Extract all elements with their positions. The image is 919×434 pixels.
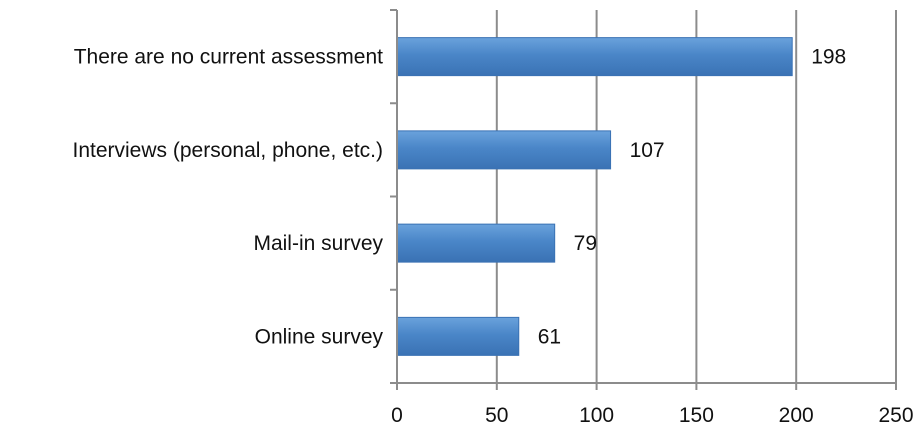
bar-1 [396,130,612,170]
x-tick-label-100: 100 [579,404,614,427]
bar-3 [396,316,520,356]
x-tick-label-50: 50 [485,404,508,427]
x-tick-label-200: 200 [779,404,814,427]
x-tick-label-150: 150 [679,404,714,427]
bar-2 [396,223,556,263]
axes [390,9,897,390]
bars [396,37,793,356]
category-label-0: There are no current assessment [74,46,383,69]
category-label-3: Online survey [255,325,384,348]
data-label-3: 61 [538,325,561,348]
category-label-2: Mail-in survey [253,232,383,255]
data-label-0: 198 [811,46,846,69]
x-tick-label-0: 0 [391,404,403,427]
data-label-1: 107 [630,139,665,162]
labels: 198 There are no current assessment 107 Int… [73,46,914,427]
x-tick-label-250: 250 [878,404,913,427]
bar-0 [396,37,793,77]
category-label-1: Interviews (personal, phone, etc.) [73,139,384,162]
data-label-2: 79 [574,232,597,255]
